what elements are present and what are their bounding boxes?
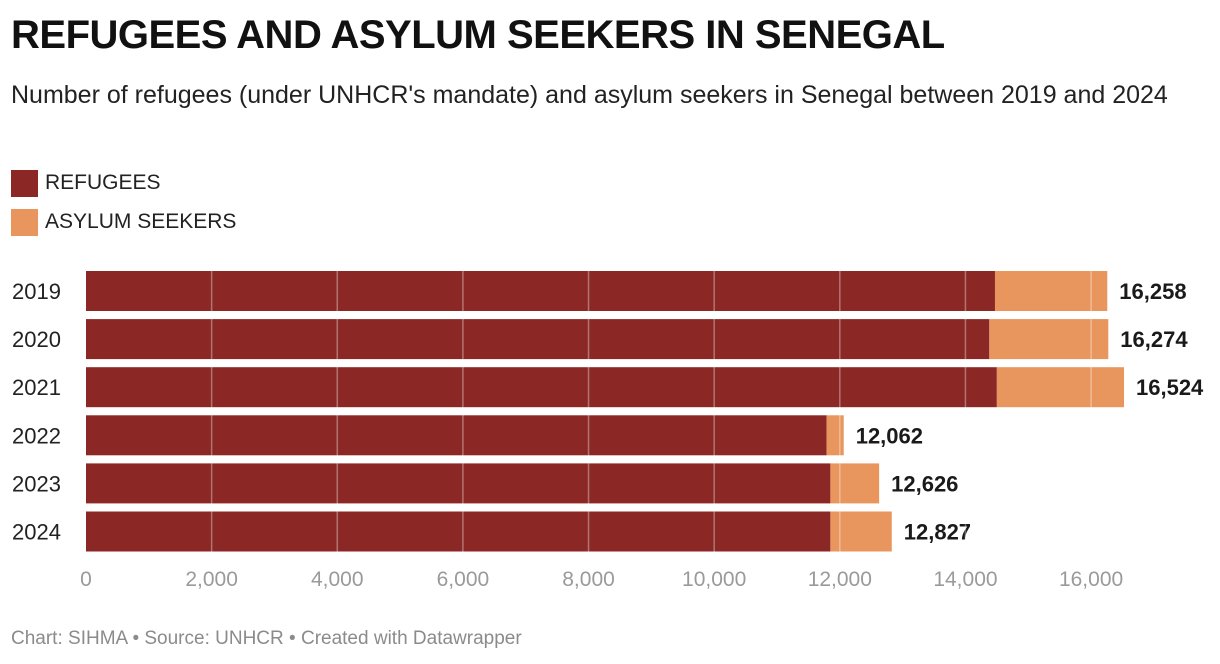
x-tick-label: 12,000 [808, 568, 872, 591]
bar-asylum-seekers-2024 [830, 511, 892, 552]
x-tick-label: 0 [80, 568, 92, 591]
year-label-2024: 2024 [12, 520, 61, 545]
year-label-2021: 2021 [12, 375, 61, 400]
bar-refugees-2024 [86, 511, 831, 552]
total-label-2020: 16,274 [1120, 327, 1188, 352]
year-label-2020: 2020 [12, 327, 61, 352]
chart-subtitle: Number of refugees (under UNHCR's mandat… [11, 81, 1168, 109]
bar-asylum-seekers-2021 [996, 367, 1124, 408]
total-label-2021: 16,524 [1136, 375, 1204, 400]
bar-asylum-seekers-2019 [994, 271, 1108, 311]
chart-title: REFUGEES AND ASYLUM SEEKERS IN SENEGAL [11, 13, 945, 57]
legend-item-asylum-seekers: ASYLUM SEEKERS [11, 208, 236, 236]
footer-separator: • [132, 628, 140, 649]
footer-source: Source: UNHCR [144, 628, 284, 649]
year-label-2023: 2023 [12, 471, 61, 496]
footer-chart-credit: Chart: SIHMA [11, 628, 128, 649]
x-tick-label: 10,000 [682, 568, 746, 591]
total-label-2019: 16,258 [1119, 279, 1186, 304]
bar-refugees-2022 [86, 415, 827, 456]
year-label-2019: 2019 [12, 279, 61, 304]
total-label-2022: 12,062 [856, 423, 923, 448]
x-tick-label: 8,000 [562, 568, 615, 591]
x-tick-label: 16,000 [1059, 568, 1123, 591]
x-tick-label: 14,000 [933, 568, 997, 591]
footer-separator: • [289, 628, 296, 649]
footer: Chart: SIHMA • Source: UNHCR • Created w… [11, 628, 522, 650]
legend-swatch-refugees [11, 169, 38, 197]
bar-refugees-2023 [86, 463, 831, 504]
bar-refugees-2019 [86, 271, 995, 311]
footer-created-with: Created with Datawrapper [300, 628, 522, 649]
bar-asylum-seekers-2023 [830, 463, 880, 504]
legend-label-refugees: REFUGEES [45, 171, 161, 194]
bar-refugees-2021 [86, 367, 997, 408]
legend-item-refugees: REFUGEES [11, 169, 236, 197]
legend-swatch-asylum-seekers [11, 208, 38, 236]
total-label-2024: 12,827 [904, 520, 971, 545]
legend-label-asylum-seekers: ASYLUM SEEKERS [45, 210, 237, 233]
bar-asylum-seekers-2020 [989, 319, 1109, 360]
bar-asylum-seekers-2022 [826, 415, 844, 456]
x-tick-label: 6,000 [437, 568, 490, 591]
year-label-2022: 2022 [12, 423, 61, 448]
x-tick-label: 2,000 [185, 568, 238, 591]
total-label-2023: 12,626 [891, 471, 958, 496]
x-tick-label: 4,000 [311, 568, 364, 591]
bar-refugees-2020 [86, 319, 990, 360]
legend: REFUGEES ASYLUM SEEKERS [11, 169, 236, 247]
